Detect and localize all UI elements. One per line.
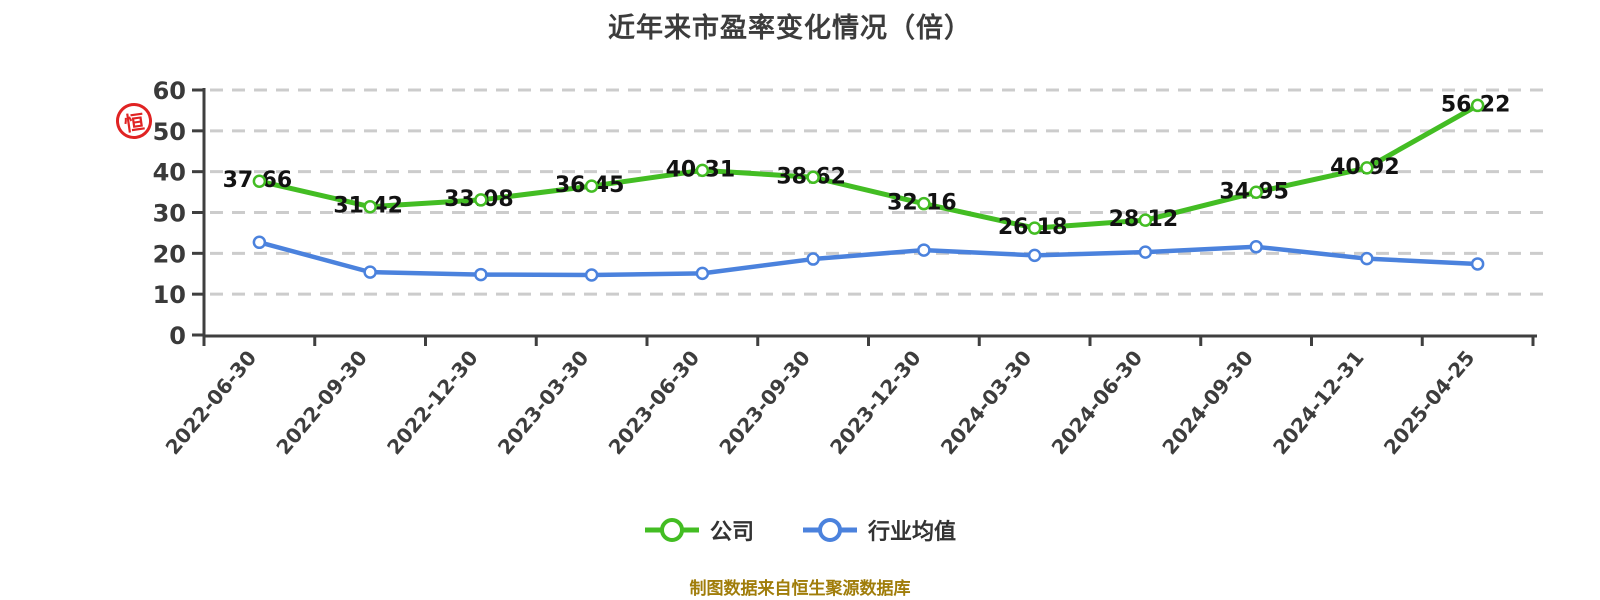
- y-axis-tick-label: 30: [153, 200, 186, 228]
- data-point-marker: [1027, 248, 1042, 263]
- x-axis-tick-label: 2023-12-30: [825, 346, 926, 459]
- data-point-marker: [1470, 257, 1485, 271]
- data-point-marker: [1138, 213, 1153, 227]
- data-point-marker: [1360, 251, 1374, 266]
- data-point-marker: [584, 268, 599, 282]
- data-point-marker: [1027, 221, 1042, 235]
- data-point-marker: [1249, 185, 1263, 200]
- data-point-marker: [363, 265, 377, 279]
- x-axis-tick-label: 2022-06-30: [161, 346, 262, 459]
- data-point-marker: [474, 267, 488, 282]
- y-axis-tick-label: 50: [153, 118, 186, 146]
- x-axis-tick-label: 2025-04-25: [1379, 346, 1480, 459]
- x-axis-tick-label: 2024-03-30: [936, 346, 1037, 459]
- x-axis-tick-label: 2022-09-30: [271, 346, 372, 459]
- x-axis-tick-label: 2023-03-30: [493, 346, 594, 459]
- data-point-marker: [1470, 98, 1485, 113]
- x-axis-tick-label: 2024-12-31: [1268, 346, 1369, 459]
- data-point-marker: [1360, 161, 1374, 175]
- legend-label-industry-average: 行业均值: [868, 520, 957, 545]
- chart-legend: 公司 行业均值: [0, 514, 1600, 546]
- legend-label-company: 公司: [709, 520, 754, 545]
- data-point-marker: [695, 163, 710, 178]
- series-line-industry: [257, 240, 1480, 278]
- data-point-marker: [806, 170, 820, 185]
- chart-title: 近年来市盈率变化情况（倍）: [608, 13, 972, 44]
- y-axis-tick-label: 60: [153, 77, 186, 105]
- legend-item-industry-average: 行业均值: [802, 514, 956, 546]
- data-point-marker: [917, 243, 931, 257]
- data-point-marker: [695, 266, 710, 281]
- y-axis-tick-label: 0: [169, 322, 186, 350]
- data-point-marker: [1249, 240, 1263, 254]
- data-point-marker: [806, 252, 820, 266]
- x-axis-tick-label: 2024-06-30: [1047, 346, 1148, 459]
- data-point-marker: [252, 174, 267, 188]
- y-axis-tick-label: 20: [153, 240, 186, 268]
- x-axis-tick-label: 2022-12-30: [382, 346, 483, 459]
- x-axis-tick-label: 2023-06-30: [604, 346, 705, 459]
- data-point-marker: [363, 199, 377, 214]
- company-series-marker-icon: [644, 518, 699, 542]
- data-point-marker: [474, 193, 488, 207]
- industry-series-marker-icon: [803, 518, 857, 542]
- data-point-marker: [1138, 245, 1153, 259]
- data-point-marker: [584, 179, 599, 193]
- x-axis-tick-label: 2023-09-30: [714, 346, 815, 459]
- data-source-note: 制图数据来自恒生聚源数据库: [689, 579, 911, 599]
- series-line-company: [256, 102, 1481, 231]
- legend-item-company: 公司: [644, 514, 754, 546]
- x-axis-tick-label: 2024-09-30: [1157, 346, 1258, 459]
- data-point-marker: [917, 196, 931, 211]
- y-axis-tick-label: 10: [153, 281, 186, 309]
- y-axis-tick-label: 40: [153, 159, 186, 187]
- data-point-marker: [252, 235, 267, 250]
